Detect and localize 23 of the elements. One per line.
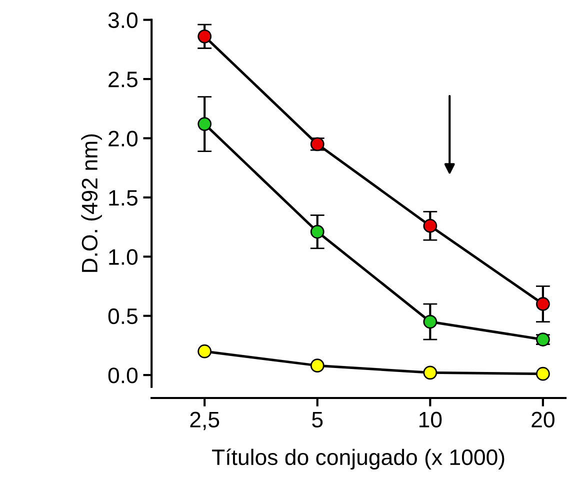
x-axis-title: Títulos do conjugado (x 1000) — [212, 448, 504, 470]
point — [198, 29, 212, 44]
point — [536, 297, 550, 311]
point — [310, 358, 324, 373]
y-tick-label: 3.0 — [108, 12, 138, 28]
y-tick-label: 1.0 — [109, 249, 138, 265]
y-tick-label: 1.5 — [109, 190, 138, 206]
point — [423, 218, 438, 233]
point — [198, 117, 212, 131]
y-tick-label: 2.0 — [108, 130, 138, 147]
x-tick-label: 20 — [532, 412, 554, 428]
x-tick-label: 2,5 — [190, 412, 220, 430]
y-tick-label: 2.5 — [108, 72, 138, 88]
x-tick-label: 5 — [312, 412, 323, 428]
y-axis-title: D.O. (492 nm) — [81, 134, 102, 272]
point — [423, 366, 438, 380]
y-tick-label: 0.5 — [108, 308, 138, 324]
point — [423, 314, 438, 329]
point — [198, 344, 212, 358]
point — [310, 224, 324, 239]
y-tick-label: 0.0 — [108, 368, 138, 384]
x-tick-label: 10 — [420, 412, 442, 428]
point — [536, 366, 550, 381]
